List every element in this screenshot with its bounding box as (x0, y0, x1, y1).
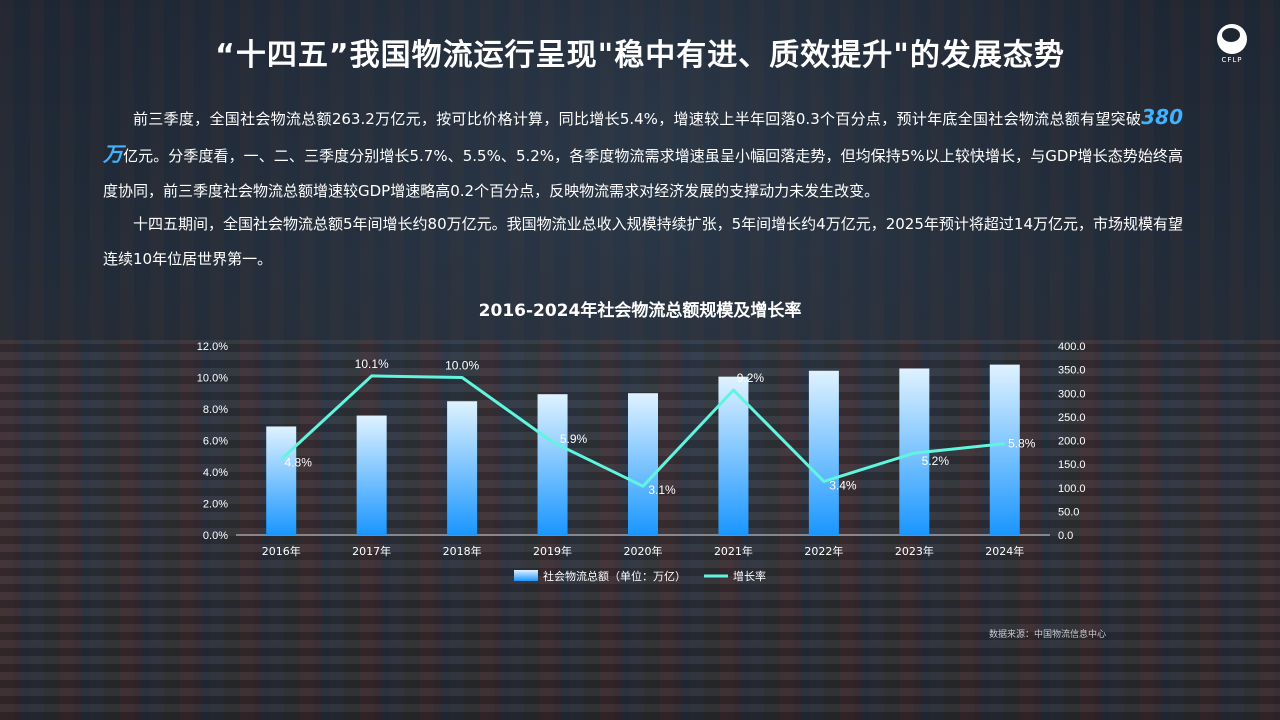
legend-bar-swatch (514, 570, 538, 581)
bar (537, 394, 568, 535)
bar (266, 426, 297, 535)
bar (356, 415, 387, 535)
y-left-tick-label: 2.0% (203, 499, 228, 511)
y-left-tick-label: 8.0% (203, 404, 228, 416)
y-right-tick-label: 250.0 (1058, 412, 1086, 424)
x-tick-label: 2022年 (804, 544, 843, 558)
y-left-tick-label: 4.0% (203, 467, 228, 479)
paragraph-1-before: 前三季度，全国社会物流总额263.2万亿元，按可比价格计算，同比增长5.4%，增… (133, 110, 1142, 128)
y-left-tick-label: 6.0% (203, 436, 228, 448)
paragraph-1: 前三季度，全国社会物流总额263.2万亿元，按可比价格计算，同比增长5.4%，增… (103, 100, 1183, 209)
x-tick-label: 2019年 (533, 544, 572, 558)
data-label: 4.8% (285, 455, 313, 469)
y-right-tick-label: 400.0 (1058, 341, 1086, 353)
bar (808, 370, 839, 535)
data-label: 5.8% (1008, 437, 1036, 451)
data-label: 3.4% (829, 478, 857, 492)
legend-bar-label: 社会物流总额（单位：万亿） (543, 569, 686, 583)
data-label: 5.2% (922, 454, 950, 468)
growth-rate-line (280, 374, 1005, 488)
y-right-tick-label: 0.0 (1058, 530, 1073, 542)
y-right-tick-label: 150.0 (1058, 459, 1086, 471)
x-tick-label: 2017年 (352, 544, 391, 558)
data-label: 10.0% (445, 359, 479, 373)
y-left-tick-label: 10.0% (197, 373, 228, 385)
legend-line-label: 增长率 (733, 569, 766, 583)
highlight-value: 380万 (103, 105, 1183, 166)
x-tick-label: 2021年 (714, 544, 753, 558)
logo: CFLP (1212, 24, 1252, 70)
data-label: 10.1% (355, 357, 389, 371)
x-tick-label: 2023年 (895, 544, 934, 558)
paragraph-2: 十四五期间，全国社会物流总额5年间增长约80万亿元。我国物流业总收入规模持续扩张… (103, 215, 1183, 268)
paragraph-1-after: 亿元。分季度看，一、二、三季度分别增长5.7%、5.5%、5.2%，各季度物流需… (103, 147, 1183, 200)
data-label: 5.9% (560, 432, 588, 446)
x-tick-label: 2024年 (985, 544, 1024, 558)
data-label: 3.1% (648, 483, 676, 497)
y-right-tick-label: 50.0 (1058, 506, 1079, 518)
y-left-tick-label: 12.0% (197, 341, 228, 353)
y-right-tick-label: 200.0 (1058, 436, 1086, 448)
x-tick-label: 2020年 (624, 544, 663, 558)
logo-text: CFLP (1221, 56, 1243, 64)
bar (718, 376, 749, 535)
y-left-tick-label: 0.0% (203, 530, 228, 542)
data-source: 数据来源：中国物流信息中心 (989, 630, 1107, 640)
bar (447, 401, 478, 535)
y-right-tick-label: 100.0 (1058, 483, 1086, 495)
y-right-tick-label: 300.0 (1058, 388, 1086, 400)
bar (989, 364, 1020, 535)
data-label: 9.2% (737, 371, 765, 385)
y-right-tick-label: 350.0 (1058, 365, 1086, 377)
page-title: “十四五”我国物流运行呈现"稳中有进、质效提升"的发展态势 (215, 38, 1065, 73)
chart-title: 2016-2024年社会物流总额规模及增长率 (478, 301, 802, 321)
bar (628, 393, 658, 535)
x-tick-label: 2018年 (443, 544, 482, 558)
x-tick-label: 2016年 (262, 544, 301, 558)
cflp-logo-icon (1217, 24, 1247, 54)
